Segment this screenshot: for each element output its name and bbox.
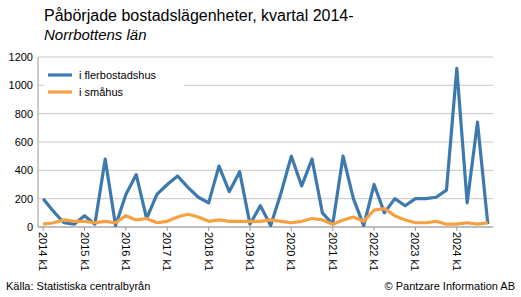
credit: © Pantzare Information AB	[385, 280, 515, 292]
x-tick-label: 2024 k1	[451, 232, 463, 271]
x-tick	[43, 227, 44, 231]
grid-line	[38, 142, 493, 143]
subtitle: Norrbottens län	[44, 26, 147, 43]
x-tick-label: 2019 k1	[244, 232, 256, 271]
x-tick-label: 2016 k1	[120, 232, 132, 271]
legend-label: i flerbostadshus	[79, 69, 157, 81]
x-tick-label: 2015 k1	[79, 232, 91, 271]
x-tick	[208, 227, 209, 231]
series-line	[43, 68, 488, 225]
x-tick-label: 2017 k1	[161, 232, 173, 271]
y-axis	[38, 57, 39, 227]
grid-line	[38, 113, 493, 114]
x-tick	[249, 227, 250, 231]
y-tick-label: 200	[15, 193, 33, 205]
x-tick-label: 2020 k1	[285, 232, 297, 271]
y-tick-label: 800	[15, 108, 33, 120]
x-tick	[374, 227, 375, 231]
x-tick	[167, 227, 168, 231]
x-tick-label: 2018 k1	[203, 232, 215, 271]
y-tick-label: 1200	[9, 51, 33, 63]
x-tick	[456, 227, 457, 231]
plot-area	[43, 68, 488, 225]
y-tick-label: 0	[27, 221, 33, 233]
legend-swatch	[48, 90, 72, 93]
legend-swatch	[48, 73, 72, 76]
y-tick-label: 1000	[9, 79, 33, 91]
x-tick-label: 2023 k1	[409, 232, 421, 271]
x-tick-label: 2014 k1	[37, 232, 49, 271]
title: Påbörjade bostadslägenheter, kvartal 201…	[44, 7, 354, 24]
x-tick	[125, 227, 126, 231]
x-tick	[84, 227, 85, 231]
grid-line	[38, 57, 493, 58]
x-tick	[332, 227, 333, 231]
legend-box	[44, 64, 184, 102]
x-tick-label: 2021 k1	[327, 232, 339, 271]
chart: Påbörjade bostadslägenheter, kvartal 201…	[0, 0, 521, 297]
series-line	[43, 209, 488, 225]
x-tick-label: 2022 k1	[368, 232, 380, 271]
legend-label: i småhus	[79, 86, 124, 98]
x-axis	[38, 227, 493, 228]
y-tick-label: 600	[15, 136, 33, 148]
grid-line	[38, 227, 493, 228]
source: Källa: Statistiska centralbyrån	[6, 280, 150, 292]
x-tick	[291, 227, 292, 231]
x-tick	[415, 227, 416, 231]
y-tick-label: 400	[15, 164, 33, 176]
